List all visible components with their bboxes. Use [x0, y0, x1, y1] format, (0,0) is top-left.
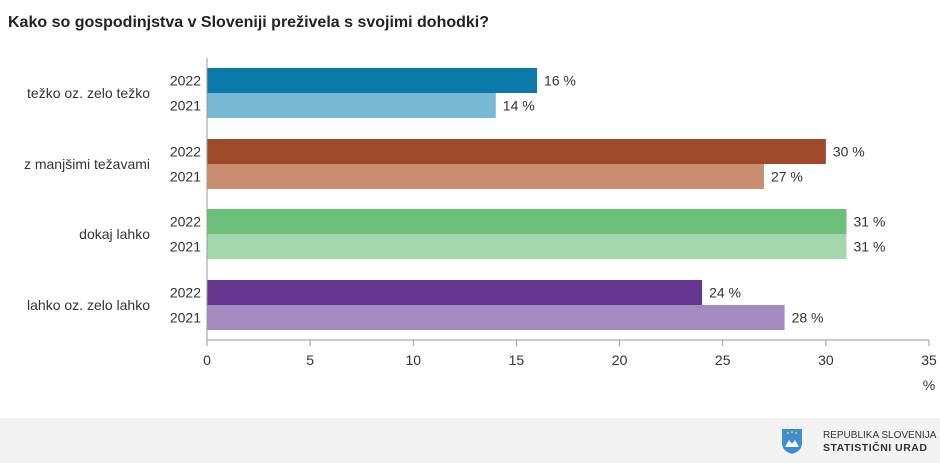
bar [207, 93, 496, 118]
bar-chart: težko oz. zelo težko 2022 16 % 2021 14 % z ma… [24, 58, 937, 393]
data-label: 28 % [792, 310, 824, 326]
x-tick-label: 20 [612, 352, 628, 368]
chart-title: Kako so gospodinjstva v Sloveniji preživ… [8, 14, 490, 31]
data-label: 16 % [544, 73, 576, 89]
category-label: težko oz. zelo težko [27, 85, 150, 101]
data-label: 30 % [833, 144, 865, 160]
data-label: 27 % [771, 169, 803, 185]
category-label: lahko oz. zelo lahko [27, 297, 150, 313]
x-tick-label: 30 [818, 352, 834, 368]
series-label: 2021 [170, 169, 201, 185]
series-label: 2022 [170, 73, 201, 89]
x-tick-label: 0 [203, 352, 211, 368]
x-tick-label: 25 [715, 352, 731, 368]
bar [207, 164, 764, 189]
data-label: 31 % [853, 214, 885, 230]
series-label: 2022 [170, 285, 201, 301]
logo-line1: REPUBLIKA SLOVENIJA [823, 430, 937, 441]
footer: REPUBLIKA SLOVENIJA STATISTIČNI URAD [0, 418, 940, 463]
data-label: 14 % [503, 98, 535, 114]
series-label: 2021 [170, 310, 201, 326]
x-tick-label: 5 [306, 352, 314, 368]
x-tick-label: 15 [509, 352, 525, 368]
x-tick-label: 10 [405, 352, 421, 368]
bar [207, 280, 703, 305]
series-label: 2021 [170, 239, 201, 255]
bar [207, 139, 826, 164]
logo-text: REPUBLIKA SLOVENIJA STATISTIČNI URAD [823, 430, 936, 455]
data-label: 31 % [853, 239, 885, 255]
bar [207, 209, 847, 234]
bar [207, 305, 785, 330]
logo-line2: STATISTIČNI URAD [823, 442, 928, 454]
data-label: 24 % [709, 285, 741, 301]
series-label: 2021 [170, 98, 201, 114]
bar [207, 68, 538, 93]
x-axis-label: % [923, 377, 935, 393]
slovenia-coat-of-arms-icon [782, 429, 802, 454]
category-label: dokaj lahko [79, 226, 150, 242]
series-label: 2022 [170, 144, 201, 160]
x-tick-label: 35 [921, 352, 937, 368]
category-label: z manjšimi težavami [24, 156, 150, 172]
bar [207, 234, 847, 259]
series-label: 2022 [170, 214, 201, 230]
